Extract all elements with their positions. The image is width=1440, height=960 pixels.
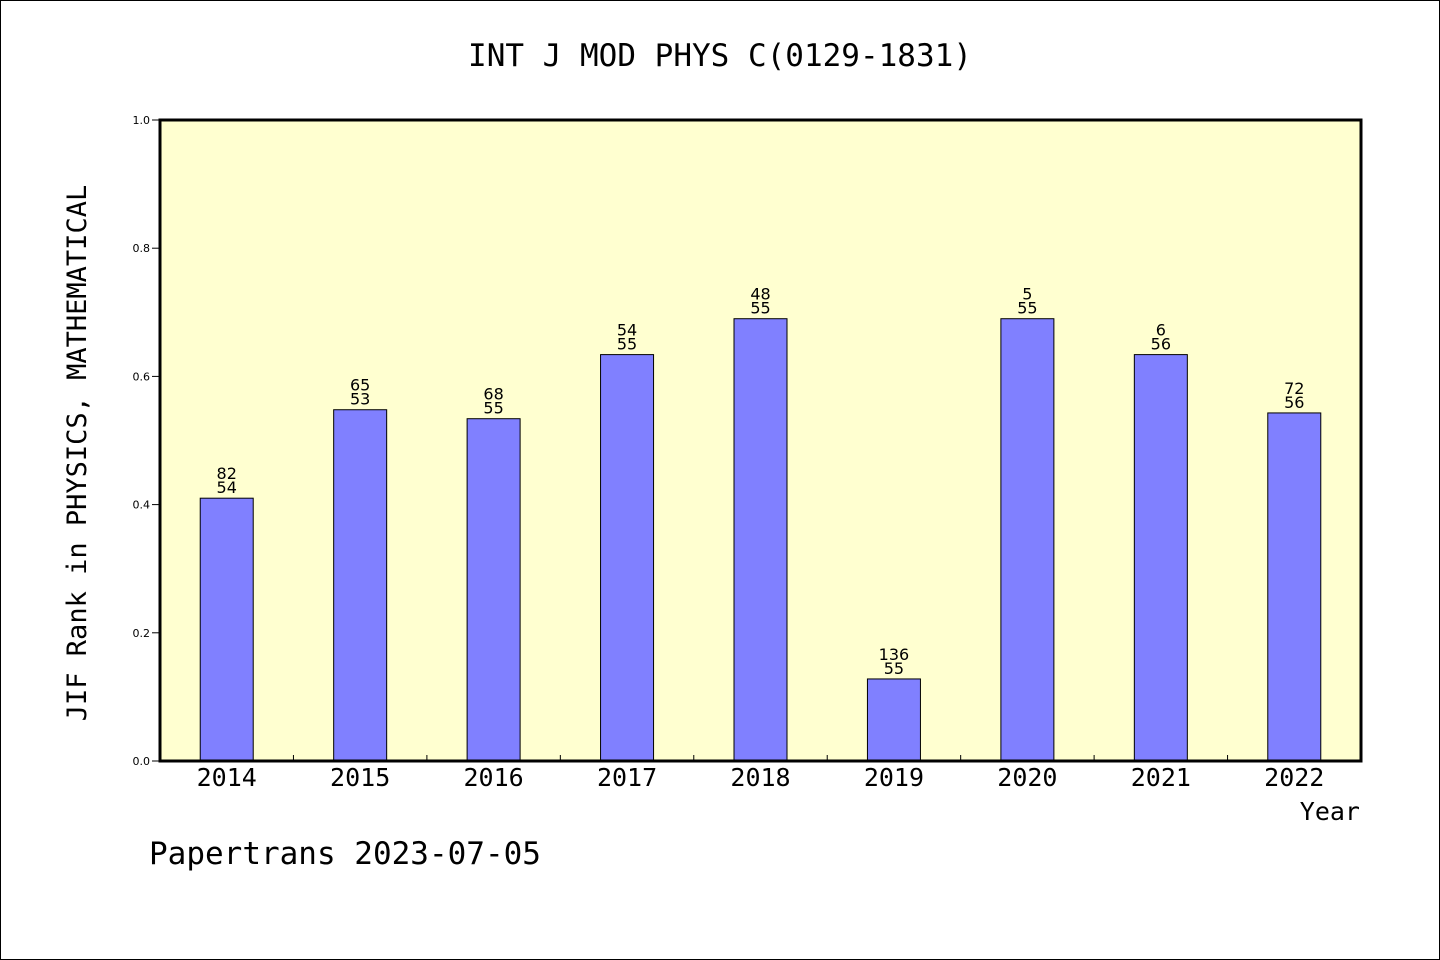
bar-label-rank-2018: 48 bbox=[750, 285, 770, 304]
bar-label-rank-2014: 82 bbox=[217, 464, 237, 483]
bar-label-total-2016: 55 bbox=[483, 399, 503, 418]
y-tick-label: 0.4 bbox=[133, 499, 151, 512]
bar-2022 bbox=[1267, 412, 1322, 762]
y-tick-label: 0.0 bbox=[133, 755, 151, 768]
bar-label-rank-2015: 65 bbox=[350, 376, 370, 395]
y-tick-label: 0.2 bbox=[133, 627, 151, 640]
y-axis: 0.0 0.2 0.4 0.6 0.8 1.0 bbox=[133, 114, 160, 768]
x-tick-label-2020: 2020 bbox=[997, 763, 1057, 792]
bar-2014 bbox=[199, 497, 254, 762]
x-tick-label-2021: 2021 bbox=[1131, 763, 1191, 792]
x-tick-label-2016: 2016 bbox=[464, 763, 524, 792]
bar-2021 bbox=[1133, 354, 1188, 762]
x-tick-label-2017: 2017 bbox=[597, 763, 657, 792]
bar-label-rank-2021: 6 bbox=[1156, 321, 1166, 340]
bar-2020 bbox=[1000, 318, 1055, 762]
y-tick-label: 1.0 bbox=[133, 114, 151, 127]
bar-2019 bbox=[866, 678, 921, 762]
bar-label-total-2018: 55 bbox=[750, 299, 770, 318]
bar-label-rank-2020: 5 bbox=[1022, 285, 1032, 304]
y-tick-label: 0.8 bbox=[133, 242, 151, 255]
bar-2018 bbox=[733, 318, 788, 762]
bar-label-total-2015: 53 bbox=[350, 390, 370, 409]
bar-label-total-2014: 54 bbox=[217, 478, 237, 497]
footer-credit: Papertrans 2023-07-05 bbox=[149, 836, 541, 872]
bar-label-total-2017: 55 bbox=[617, 335, 637, 354]
plot-area bbox=[158, 118, 1363, 763]
x-tick-label-2022: 2022 bbox=[1264, 763, 1324, 792]
x-axis: 2014 2015 2016 2017 2018 2019 2020 2021 2022 bbox=[197, 755, 1324, 792]
bar-label-rank-2022: 72 bbox=[1284, 379, 1304, 398]
chart-title: INT J MOD PHYS C(0129-1831) bbox=[468, 38, 972, 74]
bar-label-total-2020: 55 bbox=[1017, 299, 1037, 318]
bar-2015 bbox=[333, 409, 388, 762]
x-tick-label-2014: 2014 bbox=[197, 763, 257, 792]
bar-label-rank-2019: 136 bbox=[879, 645, 910, 664]
bar-label-rank-2016: 68 bbox=[483, 385, 503, 404]
bar-label-rank-2017: 54 bbox=[617, 321, 637, 340]
bar-label-total-2019: 55 bbox=[884, 659, 904, 678]
x-axis-label: Year bbox=[1300, 797, 1360, 826]
bars-group bbox=[199, 318, 1322, 762]
bar-2016 bbox=[466, 418, 521, 762]
bar-2017 bbox=[600, 354, 655, 762]
x-tick-label-2018: 2018 bbox=[730, 763, 790, 792]
x-tick-label-2015: 2015 bbox=[330, 763, 390, 792]
bar-label-total-2021: 56 bbox=[1151, 335, 1171, 354]
bar-label-total-2022: 56 bbox=[1284, 393, 1304, 412]
y-tick-label: 0.6 bbox=[133, 370, 151, 383]
x-tick-label-2019: 2019 bbox=[864, 763, 924, 792]
y-axis-label: JIF Rank in PHYSICS, MATHEMATICAL bbox=[62, 185, 93, 721]
